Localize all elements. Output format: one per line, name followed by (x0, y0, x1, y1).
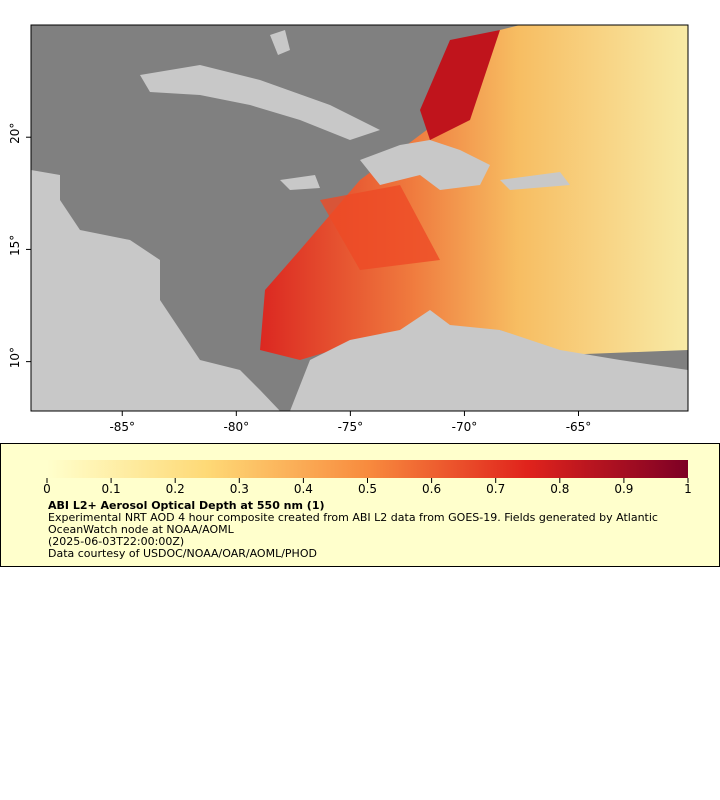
legend-credit: Data courtesy of USDOC/NOAA/OAR/AOML/PHO… (48, 547, 317, 560)
x-tick-label: -80° (224, 420, 250, 434)
colorbar-tick-label: 0.2 (166, 482, 185, 496)
aerosol-high (420, 30, 500, 140)
colorbar-tick-label: 0.7 (486, 482, 505, 496)
colorbar-tick-label: 0.1 (102, 482, 121, 496)
legend-text: ABI L2+ Aerosol Optical Depth at 550 nm … (48, 500, 688, 560)
land-jamaica (280, 175, 320, 190)
map-frame (30, 24, 689, 412)
y-tick-label: 20° (8, 123, 22, 144)
x-tick-label: -65° (566, 420, 592, 434)
legend-description: Experimental NRT AOD 4 hour composite cr… (48, 511, 658, 536)
colorbar-tick-label: 1 (684, 482, 692, 496)
map-area (31, 25, 688, 411)
x-tick-label: -85° (109, 420, 135, 434)
colorbar-tick-label: 0.9 (614, 482, 633, 496)
axes: -85° -80° -75° -70° -65° 10° 15° 20° 0 0.1 0.2 0.3 0… (8, 123, 692, 496)
land-south-america (290, 310, 688, 411)
colorbar-tick-label: 0.4 (294, 482, 313, 496)
colorbar-tick-label: 0.6 (422, 482, 441, 496)
y-tick-label: 10° (8, 347, 22, 368)
y-tick-label: 15° (8, 235, 22, 256)
land-cuba (140, 65, 380, 140)
x-tick-label: -70° (452, 420, 478, 434)
legend-time: (2025-06-03T22:00:00Z) (48, 535, 185, 548)
land-central-america (31, 170, 280, 411)
aerosol-field (260, 25, 688, 360)
colorbar-tick-label: 0.3 (230, 482, 249, 496)
land-puerto-rico (500, 172, 570, 190)
colorbar-tick-label: 0.8 (550, 482, 569, 496)
land (270, 30, 290, 55)
colorbar (47, 460, 688, 478)
aerosol-high (320, 185, 440, 270)
colorbar-tick-label: 0.5 (358, 482, 377, 496)
legend-title: ABI L2+ Aerosol Optical Depth at 550 nm … (48, 499, 325, 512)
land-hispaniola (360, 140, 490, 190)
x-tick-label: -75° (338, 420, 364, 434)
colorbar-tick-label: 0 (43, 482, 51, 496)
